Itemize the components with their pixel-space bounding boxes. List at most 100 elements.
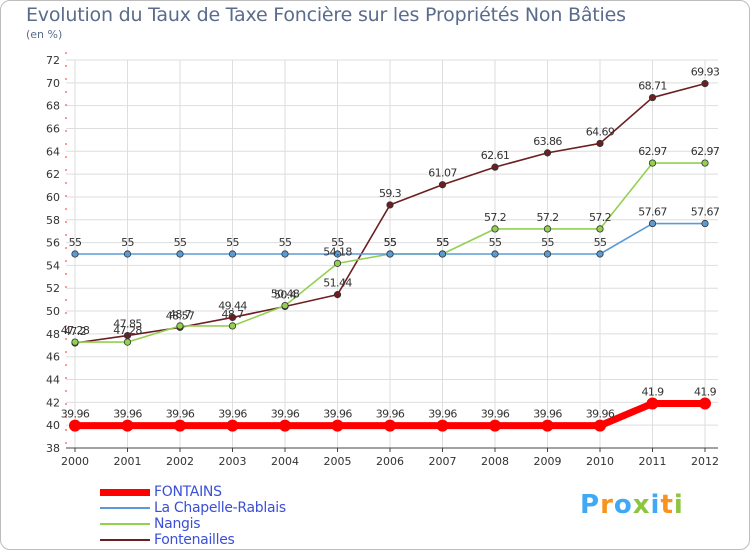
legend-item-la-chapelle-rablais: La Chapelle-Rablais — [100, 500, 286, 516]
data-point — [541, 419, 554, 432]
data-label: 49.44 — [218, 299, 247, 312]
x-tick-label: 2002 — [166, 455, 194, 468]
data-label: 55 — [279, 236, 292, 249]
x-tick-label: 2004 — [271, 455, 299, 468]
data-label: 55 — [331, 236, 344, 249]
data-label: 69.93 — [691, 66, 720, 79]
legend-swatch-fontains — [100, 488, 150, 496]
legend-item-nangis: Nangis — [100, 516, 286, 532]
y-tick-label: 68 — [46, 100, 60, 113]
data-point — [386, 201, 394, 209]
y-tick-label: 40 — [46, 419, 60, 432]
data-point — [489, 419, 501, 432]
data-label: 55 — [436, 236, 449, 249]
data-label: 57.2 — [536, 211, 558, 224]
data-point — [226, 419, 239, 432]
y-tick-label: 56 — [46, 237, 60, 250]
x-tick-label: 2006 — [376, 455, 404, 468]
y-tick-label: 62 — [46, 168, 60, 181]
y-tick-label: 38 — [46, 442, 60, 455]
y-tick-label: 42 — [46, 396, 60, 409]
data-label: 39.96 — [113, 408, 142, 421]
x-tick-label: 2005 — [324, 455, 352, 468]
data-label: 48.57 — [166, 309, 195, 322]
data-point — [438, 181, 447, 189]
x-tick-label: 2011 — [639, 455, 667, 468]
data-point — [121, 419, 134, 432]
data-point — [281, 250, 289, 258]
data-label: 39.96 — [271, 408, 300, 421]
logo-letter: t — [660, 490, 674, 520]
data-point — [174, 419, 186, 432]
legend-label-nangis: Nangis — [154, 516, 201, 532]
chart-unit: (en %) — [26, 28, 63, 41]
logo-letter: P — [580, 490, 601, 520]
data-point — [228, 313, 237, 322]
y-tick-label: 52 — [46, 282, 60, 295]
data-point — [701, 80, 709, 88]
logo-letter: i — [650, 490, 661, 520]
data-point — [594, 419, 606, 432]
data-point — [648, 159, 657, 167]
data-label: 62.97 — [638, 145, 667, 158]
x-tick-label: 2000 — [61, 455, 89, 468]
legend-swatch-nangis — [100, 523, 150, 525]
data-point — [176, 250, 184, 258]
data-point — [648, 93, 657, 102]
legend-label-fontains: FONTAINS — [154, 484, 222, 500]
data-label: 50.4 — [274, 288, 297, 301]
data-label: 55 — [594, 236, 607, 249]
logo-letter: x — [632, 490, 651, 520]
data-point — [491, 163, 499, 171]
x-tick-label: 2010 — [586, 455, 614, 468]
data-point — [701, 219, 709, 228]
legend-item-fontains: FONTAINS — [100, 484, 286, 500]
data-label: 39.96 — [323, 408, 352, 421]
y-tick-label: 54 — [46, 259, 60, 272]
logo-letter: o — [613, 490, 633, 520]
data-label: 57.2 — [484, 211, 506, 224]
y-tick-label: 48 — [46, 328, 60, 341]
data-label: 39.96 — [533, 408, 562, 421]
data-label: 41.9 — [694, 385, 717, 398]
data-point — [176, 322, 184, 330]
data-label: 54.18 — [323, 245, 352, 258]
data-point — [438, 250, 447, 258]
data-label: 39.96 — [481, 408, 510, 421]
data-point — [386, 250, 394, 258]
data-label: 63.86 — [533, 135, 562, 148]
data-label: 47.2 — [64, 325, 86, 338]
logo-letter: i — [673, 490, 684, 520]
y-tick-label: 44 — [46, 374, 60, 387]
y-tick-label: 58 — [46, 214, 60, 227]
data-label: 39.96 — [376, 408, 405, 421]
data-label: 55 — [489, 236, 502, 249]
data-label: 41.9 — [641, 385, 664, 398]
data-point — [596, 225, 604, 233]
data-label: 50.48 — [271, 288, 300, 301]
data-point — [71, 338, 79, 346]
y-tick-label: 46 — [46, 351, 60, 364]
data-label: 47.28 — [113, 324, 142, 337]
data-point — [331, 419, 344, 432]
data-label: 55 — [69, 236, 82, 249]
data-point — [596, 250, 604, 258]
data-label: 47.28 — [61, 324, 90, 337]
data-label: 55 — [384, 236, 397, 249]
data-label: 68.71 — [638, 80, 667, 93]
legend-label-fontenailles: Fontenailles — [154, 532, 235, 548]
data-label: 64.69 — [586, 125, 615, 138]
data-point — [228, 322, 237, 330]
data-label: 48.7 — [221, 308, 244, 321]
data-point — [71, 250, 79, 258]
logo-letter: r — [600, 490, 614, 520]
data-point — [123, 250, 132, 258]
data-point — [646, 397, 659, 410]
y-tick-label: 64 — [46, 145, 60, 158]
data-label: 39.96 — [586, 408, 615, 421]
data-point — [333, 259, 342, 267]
data-label: 39.96 — [166, 408, 195, 421]
data-label: 57.67 — [638, 206, 667, 219]
x-tick-label: 2012 — [691, 455, 719, 468]
data-label: 51.44 — [323, 277, 352, 290]
